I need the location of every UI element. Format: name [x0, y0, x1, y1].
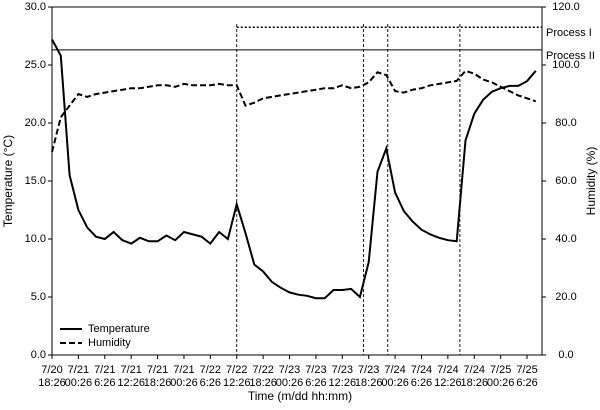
process-label: Process II — [546, 50, 595, 62]
x-tick-label-time: 00:26 — [276, 377, 304, 389]
x-tick-label-time: 12:26 — [434, 377, 462, 389]
x-tick-label: 7/23 12:26 — [329, 364, 357, 389]
y2-axis-title: Humidity (%) — [584, 147, 598, 216]
y-tick-label: 5.0 — [31, 291, 46, 303]
legend-label: Humidity — [88, 337, 131, 349]
x-tick-label: 7/23 18:26 — [355, 364, 383, 389]
y2-tick-label: 20.0 — [555, 291, 576, 303]
legend-label: Temperature — [88, 323, 150, 335]
x-tick-label-date: 7/20 — [41, 364, 62, 376]
y2-tick-label: 60.0 — [555, 175, 576, 187]
x-tick-label-time: 12:26 — [223, 377, 251, 389]
x-tick-label-date: 7/21 — [120, 364, 141, 376]
x-tick-label-date: 7/24 — [437, 364, 458, 376]
x-tick-label: 7/21 00:26 — [65, 364, 93, 389]
x-tick-label: 7/21 00:26 — [170, 364, 198, 389]
x-tick-label-date: 7/25 — [516, 364, 537, 376]
x-tick-label: 7/20 18:26 — [38, 364, 66, 389]
x-tick-label: 7/21 6:26 — [94, 364, 115, 389]
plot-frame — [51, 6, 543, 356]
x-tick-label-time: 6:26 — [94, 377, 115, 389]
x-tick-label-date: 7/23 — [279, 364, 300, 376]
x-tick-label-date: 7/21 — [173, 364, 194, 376]
x-tick-label-time: 00:26 — [170, 377, 198, 389]
y2-tick-label: 120.0 — [552, 1, 580, 13]
x-tick-label-date: 7/22 — [252, 364, 273, 376]
x-tick-label: 7/24 00:26 — [381, 364, 409, 389]
x-tick-label: 7/25 00:26 — [487, 364, 515, 389]
x-tick-label: 7/22 6:26 — [200, 364, 221, 389]
x-tick-label: 7/24 18:26 — [460, 364, 488, 389]
x-tick-label: 7/21 12:26 — [117, 364, 145, 389]
x-tick-label-date: 7/22 — [200, 364, 221, 376]
x-tick-label: 7/24 6:26 — [411, 364, 432, 389]
x-tick-label-time: 6:26 — [200, 377, 221, 389]
x-tick-label: 7/22 12:26 — [223, 364, 251, 389]
x-tick-label: 7/25 6:26 — [516, 364, 537, 389]
x-axis-title: Time (m/dd hh:mm) — [248, 389, 352, 403]
x-tick-label-time: 12:26 — [329, 377, 357, 389]
series-line — [51, 39, 537, 300]
y-tick-label: 25.0 — [25, 59, 46, 71]
x-tick-label-time: 6:26 — [305, 377, 326, 389]
x-tick-label-date: 7/25 — [490, 364, 511, 376]
x-tick-label-date: 7/22 — [226, 364, 247, 376]
x-tick-label-time: 18:26 — [355, 377, 383, 389]
x-tick-label-time: 18:26 — [38, 377, 66, 389]
x-tick-label: 7/24 12:26 — [434, 364, 462, 389]
series-line — [51, 69, 537, 153]
x-tick-label: 7/23 00:26 — [276, 364, 304, 389]
x-tick-label-time: 00:26 — [487, 377, 515, 389]
process-label: Process I — [546, 27, 592, 39]
x-tick-label: 7/22 18:26 — [249, 364, 277, 389]
x-tick-label-time: 00:26 — [381, 377, 409, 389]
y-axis-title: Temperature (°C) — [1, 135, 15, 227]
x-tick-label-time: 18:26 — [249, 377, 277, 389]
x-tick-label-date: 7/21 — [147, 364, 168, 376]
x-tick-label-time: 6:26 — [411, 377, 432, 389]
x-tick-label-date: 7/23 — [332, 364, 353, 376]
x-tick-label-time: 00:26 — [65, 377, 93, 389]
x-tick-label-date: 7/23 — [305, 364, 326, 376]
y2-tick-label: 80.0 — [555, 117, 576, 129]
y-tick-label: 30.0 — [25, 1, 46, 13]
x-tick-label-date: 7/24 — [464, 364, 485, 376]
x-tick-label-date: 7/21 — [68, 364, 89, 376]
x-tick-label-time: 18:26 — [144, 377, 172, 389]
x-tick-label-date: 7/23 — [358, 364, 379, 376]
x-tick-label-time: 6:26 — [516, 377, 537, 389]
x-tick-label: 7/23 6:26 — [305, 364, 326, 389]
x-tick-label-time: 18:26 — [460, 377, 488, 389]
x-tick-label-date: 7/24 — [411, 364, 432, 376]
x-tick-label-date: 7/21 — [94, 364, 115, 376]
x-tick-label-date: 7/24 — [384, 364, 405, 376]
y2-tick-label: 100.0 — [552, 59, 580, 71]
x-tick-label: 7/21 18:26 — [144, 364, 172, 389]
y-tick-label: 20.0 — [25, 117, 46, 129]
y-tick-label: 10.0 — [25, 233, 46, 245]
y-tick-label: 0.0 — [31, 349, 46, 361]
x-tick-label-time: 12:26 — [117, 377, 145, 389]
y-tick-label: 15.0 — [25, 175, 46, 187]
y2-tick-label: 0.0 — [558, 349, 573, 361]
y2-tick-label: 40.0 — [555, 233, 576, 245]
